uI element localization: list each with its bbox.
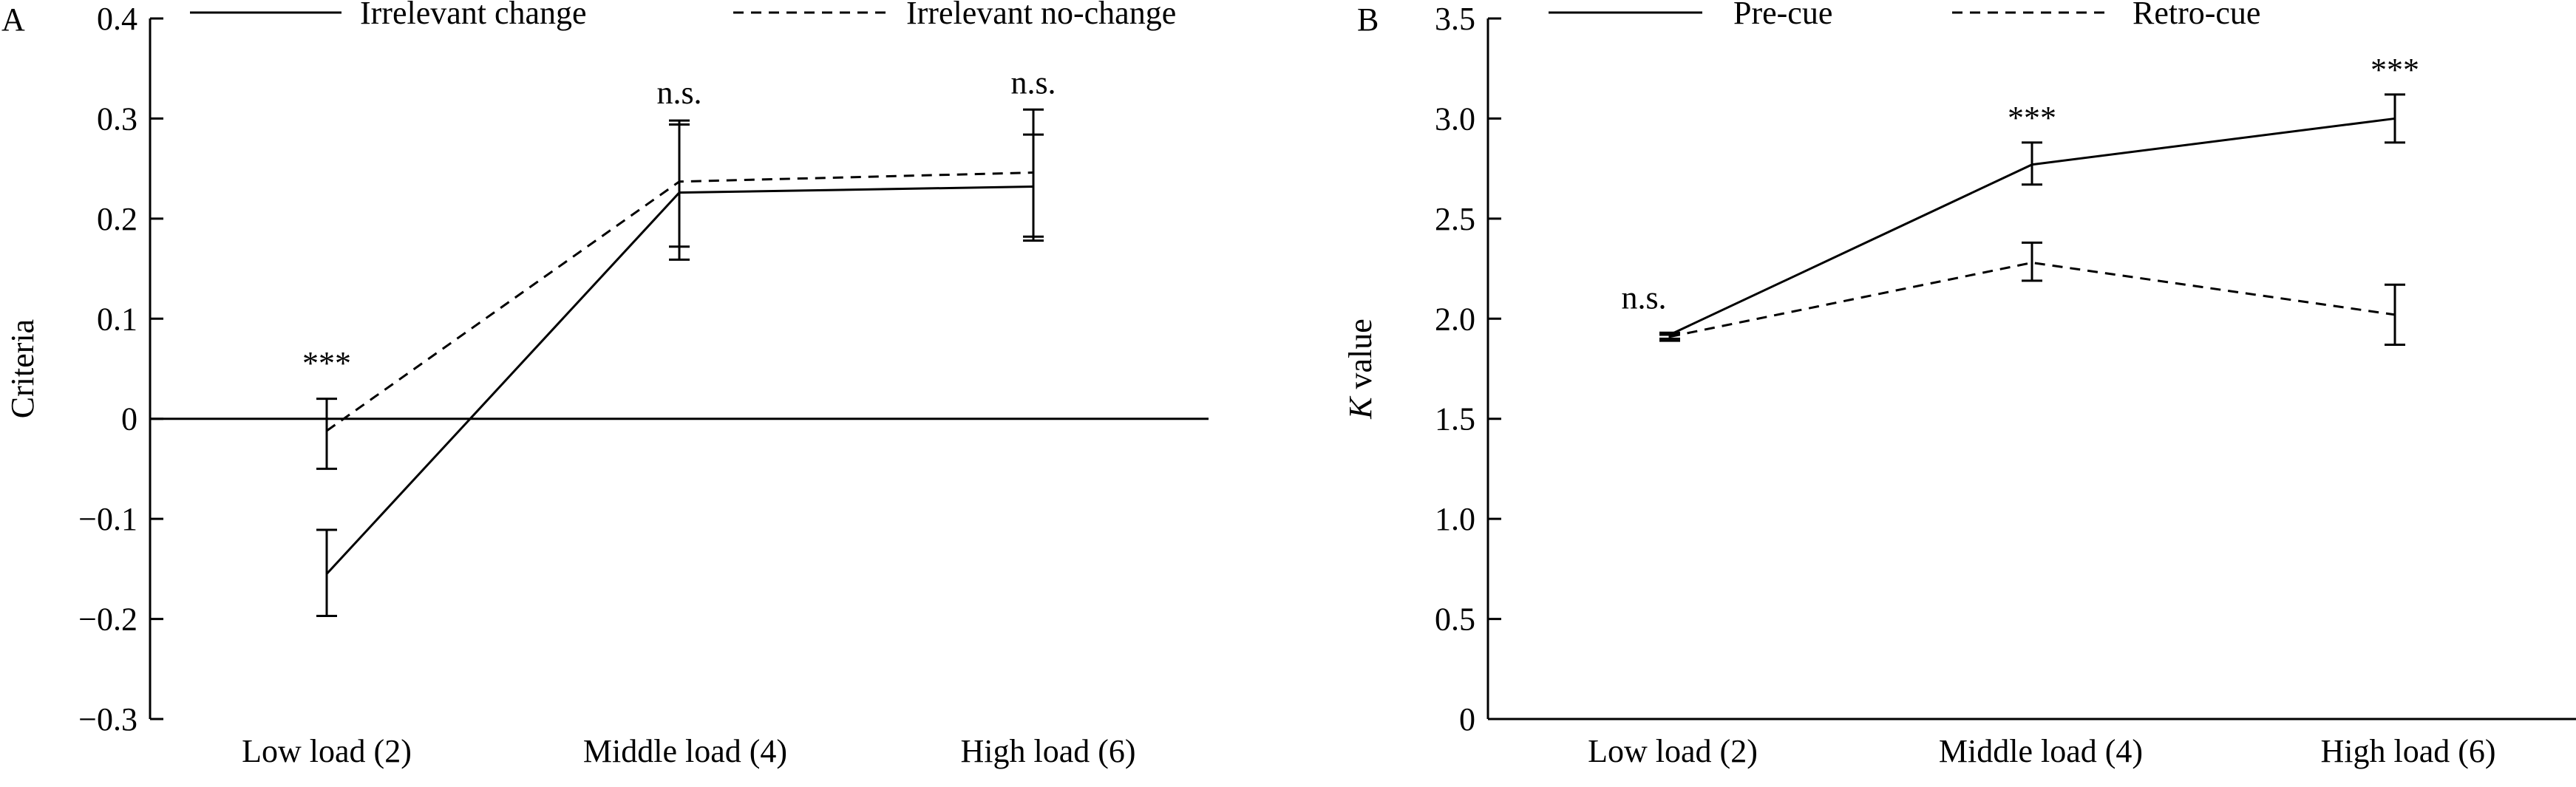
y-tick-label: −0.1 [78,501,137,537]
y-tick-label: 1.5 [1435,401,1475,437]
y-tick-label: −0.2 [78,602,137,638]
x-category-label: Low load (2) [242,733,412,769]
x-category-label: High load (6) [2320,733,2495,769]
x-category-label: Middle load (4) [583,733,787,769]
y-axis-label-rest: value [1342,318,1379,397]
significance-annotation: n.s. [656,75,701,111]
panel-b: B 3.5 3.0 2.5 2.0 1.5 1.0 0.5 0 K value Low load (… [1342,0,2576,769]
x-category-label: Low load (2) [1588,733,1758,769]
x-category-label: High load (6) [960,733,1135,769]
y-tick-label: 0 [121,401,137,437]
significance-annotation: *** [2008,100,2056,136]
x-category-label: Middle load (4) [1939,733,2143,769]
y-axis-label: Criteria [4,319,41,418]
y-tick-label: 2.0 [1435,301,1475,337]
panel-label: A [1,1,25,38]
y-tick-label: −0.3 [78,701,137,737]
y-tick-label: 0.2 [97,201,137,237]
y-tick-label: 0.1 [97,301,137,337]
significance-annotation: n.s. [1010,65,1056,101]
legend-label: Pre-cue [1733,0,1832,31]
legend-label: Irrelevant change [360,0,587,31]
panel-a: A 0.4 0.3 0.2 0.1 0 −0.1 −0.2 −0.3 Criteria Low lo… [1,0,1209,769]
y-tick-label: 3.0 [1435,100,1475,137]
y-tick-label: 1.0 [1435,501,1475,537]
significance-annotation: *** [302,345,351,381]
significance-annotation: n.s. [1621,280,1666,316]
y-tick-label: 3.5 [1435,1,1475,37]
y-tick-label: 2.5 [1435,201,1475,237]
significance-annotation: *** [2371,52,2419,88]
y-tick-label: 0.3 [97,100,137,137]
y-tick-label: 0.5 [1435,602,1475,638]
y-axis-label-italic: K [1342,395,1379,420]
panel-label: B [1357,1,1379,38]
y-tick-label: 0 [1459,701,1475,737]
legend-label: Irrelevant no-change [906,0,1176,31]
legend-label: Retro-cue [2132,0,2260,31]
y-axis-label: K value [1342,318,1379,420]
y-tick-label: 0.4 [97,1,137,37]
